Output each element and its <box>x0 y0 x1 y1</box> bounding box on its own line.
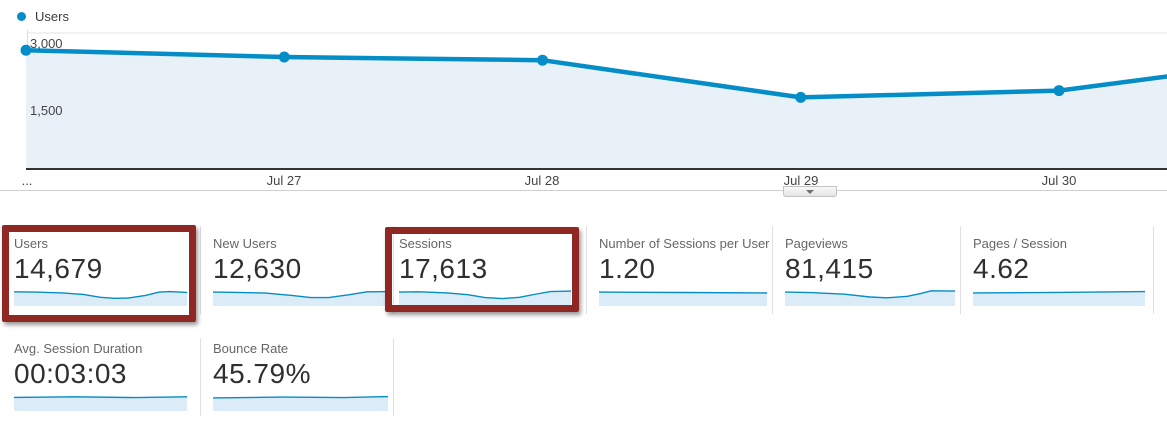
card-divider <box>200 338 201 416</box>
x-axis-tick-jul28: Jul 28 <box>524 173 560 188</box>
metric-value: 4.62 <box>973 253 1030 284</box>
metric-label: Pageviews <box>785 236 848 251</box>
metric-label: Bounce Rate <box>213 341 289 356</box>
metric-sparkline <box>785 287 955 306</box>
card-divider <box>586 226 587 314</box>
metric-value: 45.79% <box>213 358 311 389</box>
metric-value: 1.20 <box>599 253 656 284</box>
metric-label: Users <box>14 236 48 251</box>
expand-annotations-button[interactable] <box>783 186 837 197</box>
users-line-chart[interactable] <box>0 30 1167 171</box>
metric-value: 00:03:03 <box>14 358 127 389</box>
metric-card-pages-per-session[interactable]: Pages / Session 4.62 <box>973 236 1145 306</box>
card-divider <box>200 226 201 314</box>
chevron-down-icon <box>806 189 814 194</box>
metric-value: 14,679 <box>14 253 103 284</box>
card-divider <box>1153 226 1154 314</box>
metric-sparkline <box>973 287 1145 306</box>
metric-label: Sessions <box>399 236 452 251</box>
metric-sparkline <box>399 287 571 306</box>
metric-sparkline <box>213 392 388 411</box>
x-axis-tick-jul27: Jul 27 <box>266 173 302 188</box>
legend-dot-icon <box>17 12 26 21</box>
metric-label: New Users <box>213 236 277 251</box>
chart-legend: Users <box>17 9 69 24</box>
legend-label: Users <box>35 9 69 24</box>
y-axis-tick-1500: 1,500 <box>30 103 63 118</box>
metric-card-avg-session-duration[interactable]: Avg. Session Duration 00:03:03 <box>14 341 187 411</box>
metric-value: 12,630 <box>213 253 302 284</box>
card-divider <box>393 338 394 416</box>
card-divider <box>960 226 961 314</box>
metric-value: 81,415 <box>785 253 874 284</box>
metric-card-sessions-per-user[interactable]: Number of Sessions per User 1.20 <box>599 236 770 306</box>
metric-card-users[interactable]: Users 14,679 <box>14 236 187 306</box>
metric-value: 17,613 <box>399 253 488 284</box>
metric-label: Number of Sessions per User <box>599 236 770 251</box>
metric-card-new-users[interactable]: New Users 12,630 <box>213 236 388 306</box>
metric-card-sessions[interactable]: Sessions 17,613 <box>399 236 571 306</box>
x-axis-tick-jul30: Jul 30 <box>1041 173 1077 188</box>
card-divider <box>393 226 394 314</box>
metric-sparkline <box>14 392 187 411</box>
metric-label: Pages / Session <box>973 236 1067 251</box>
metric-card-bounce-rate[interactable]: Bounce Rate 45.79% <box>213 341 388 411</box>
metric-sparkline <box>599 287 767 306</box>
x-axis-tick-jul29: Jul 29 <box>783 173 819 188</box>
metric-label: Avg. Session Duration <box>14 341 143 356</box>
section-divider <box>0 190 1167 191</box>
highlight-box-users <box>2 225 196 322</box>
metric-sparkline <box>14 287 187 306</box>
highlight-box-sessions <box>385 227 579 312</box>
x-axis-tick-ellipsis: ... <box>21 173 33 188</box>
card-divider <box>772 226 773 314</box>
y-axis-tick-3000: 3,000 <box>30 36 63 51</box>
metric-card-pageviews[interactable]: Pageviews 81,415 <box>785 236 955 306</box>
metric-sparkline <box>213 287 388 306</box>
